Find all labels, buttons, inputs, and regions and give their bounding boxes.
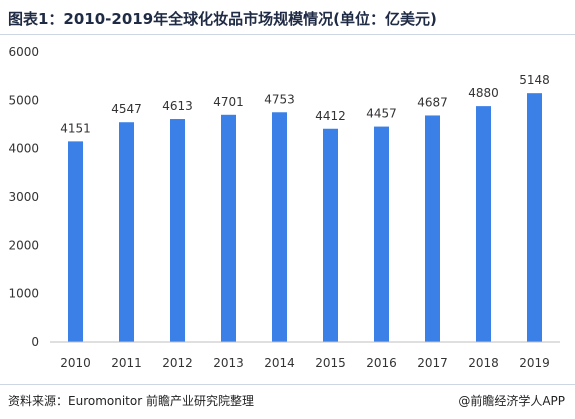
- bar-2018: [476, 106, 491, 342]
- data-label: 4547: [111, 102, 142, 116]
- data-labels: 4151 4547 4613 4701 4753 4412 4457 4687 4880 5148: [60, 73, 550, 135]
- x-tick-label: 2014: [264, 356, 295, 370]
- data-label: 4753: [264, 92, 295, 106]
- x-tick-label: 2017: [417, 356, 448, 370]
- data-label: 4701: [213, 95, 244, 109]
- bar-series: [68, 93, 542, 343]
- x-axis-ticks: 2010 2011 2012 2013 2014 2015 2016 2017 2018 2019: [60, 356, 550, 370]
- x-tick-label: 2018: [468, 356, 499, 370]
- y-tick-label: 6000: [8, 45, 39, 59]
- bar-2013: [221, 114, 236, 342]
- y-tick-label: 5000: [8, 93, 39, 107]
- footer-divider: [0, 384, 575, 385]
- bar-2014: [272, 112, 287, 342]
- bar-2016: [374, 126, 389, 342]
- data-label: 4457: [366, 107, 397, 121]
- bar-2017: [425, 115, 440, 342]
- chart-title: 图表1：2010-2019年全球化妆品市场规模情况(单位：亿美元): [8, 10, 437, 28]
- x-tick-label: 2010: [60, 356, 91, 370]
- y-tick-label: 4000: [8, 142, 39, 156]
- data-label: 4613: [162, 99, 193, 113]
- x-tick-label: 2019: [519, 356, 550, 370]
- x-tick-label: 2011: [111, 356, 142, 370]
- x-tick-label: 2012: [162, 356, 193, 370]
- data-label: 4687: [417, 95, 448, 109]
- data-label: 5148: [519, 73, 550, 87]
- data-label: 4151: [60, 121, 91, 135]
- title-divider: [0, 34, 575, 35]
- bar-2019: [527, 93, 542, 343]
- x-tick-label: 2013: [213, 356, 244, 370]
- bar-2011: [119, 122, 134, 342]
- bar-2010: [68, 141, 83, 342]
- y-axis-ticks: 0 1000 2000 3000 4000 5000 6000: [8, 45, 39, 349]
- data-label: 4412: [315, 109, 346, 123]
- brand-credit: @前瞻经济学人APP: [458, 394, 565, 408]
- y-tick-label: 0: [31, 335, 39, 349]
- y-tick-label: 3000: [8, 190, 39, 204]
- x-tick-label: 2015: [315, 356, 346, 370]
- y-tick-label: 1000: [8, 287, 39, 301]
- source-note: 资料来源：Euromonitor 前瞻产业研究院整理: [8, 394, 254, 408]
- bar-2015: [323, 128, 338, 342]
- x-tick-label: 2016: [366, 356, 397, 370]
- data-label: 4880: [468, 86, 499, 100]
- y-tick-label: 2000: [8, 238, 39, 252]
- bar-2012: [170, 119, 185, 342]
